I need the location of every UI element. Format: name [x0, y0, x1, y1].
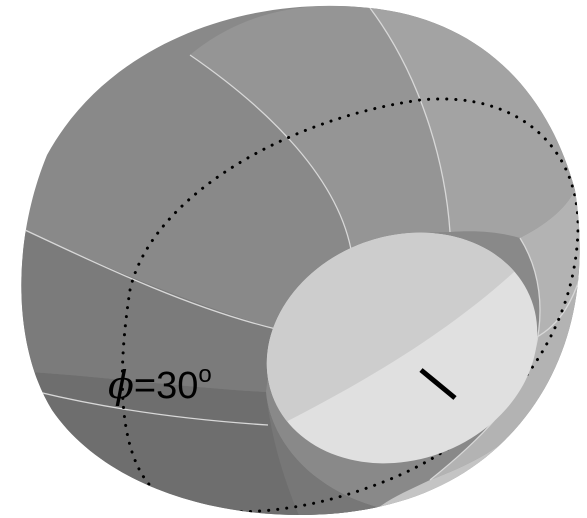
angle-value: =30: [134, 365, 198, 407]
angle-label: ϕ=30o: [108, 361, 212, 407]
angle-symbol: ϕ: [108, 363, 134, 407]
angle-degree-mark: o: [198, 361, 211, 388]
latitude-line-upper: [24, 229, 281, 331]
shell-face-upper-right: [370, 8, 575, 238]
shell-face-right-rim: [430, 190, 580, 480]
shell-face-bottom-center: [266, 392, 395, 516]
meridian-line-left: [189, 54, 353, 256]
latitude-line-right: [534, 259, 580, 339]
meridian-line-middle: [369, 7, 451, 233]
latitude-line-lower: [29, 389, 269, 426]
polar-cap: [266, 232, 538, 464]
shell-face-upper-middle: [190, 5, 450, 255]
orientation-tick: [419, 368, 457, 400]
shell-face-lower-right: [370, 440, 505, 515]
shell-face-middle-left: [21, 220, 280, 392]
